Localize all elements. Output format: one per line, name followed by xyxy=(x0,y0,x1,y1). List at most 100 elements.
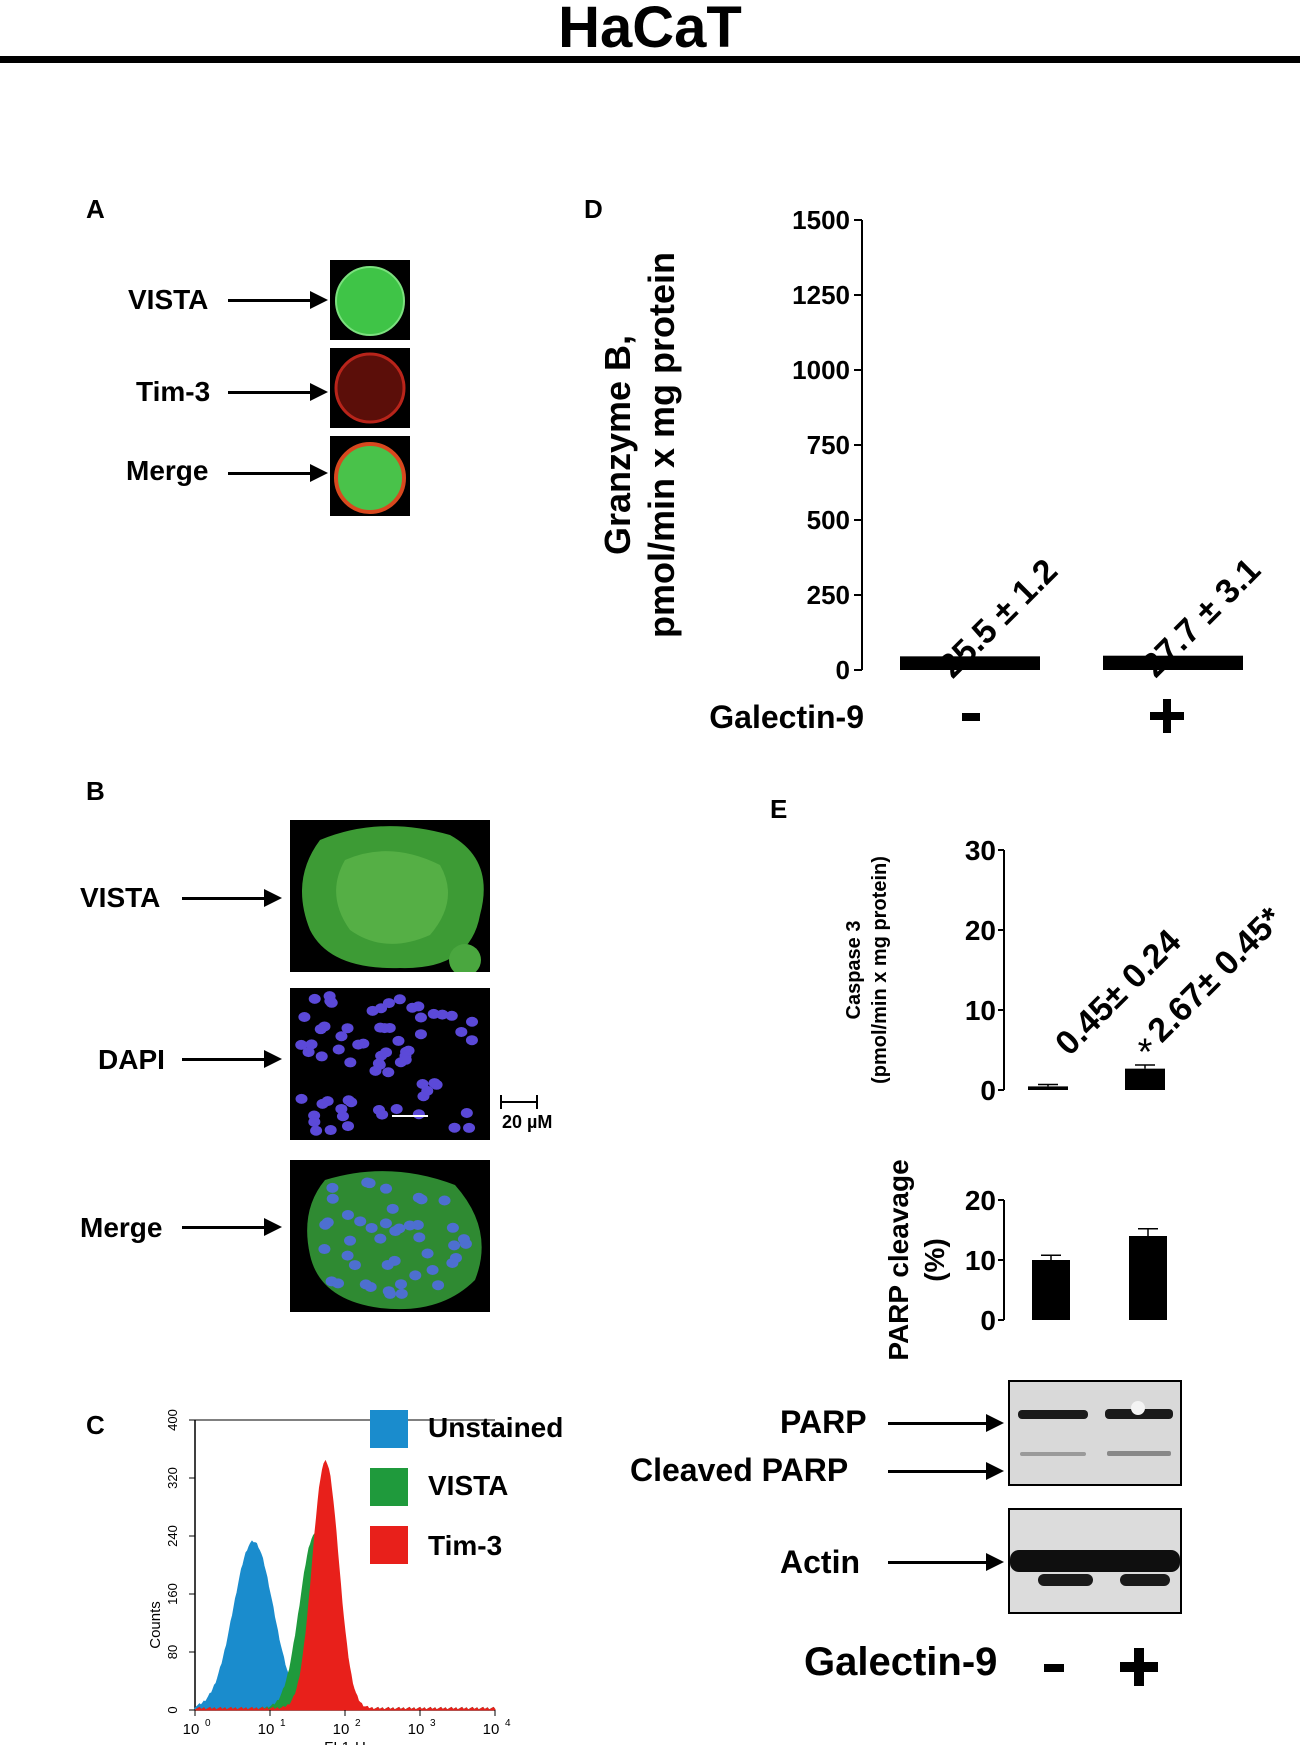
c-y-tick-label: 80 xyxy=(165,1645,180,1659)
merge-nucleus xyxy=(446,1222,459,1233)
dapi-nucleus xyxy=(378,1023,391,1034)
merge-nucleus xyxy=(426,1264,439,1275)
legend-swatch-tim3 xyxy=(370,1526,408,1564)
dapi-nucleus xyxy=(335,1031,348,1042)
panel-b-label-dapi: DAPI xyxy=(98,1044,165,1075)
merge-nucleus xyxy=(380,1183,393,1194)
c-y-tick-label: 0 xyxy=(165,1706,180,1713)
dapi-nucleus xyxy=(382,998,395,1009)
merge-nucleus xyxy=(374,1233,387,1244)
merge-nucleus xyxy=(341,1209,354,1220)
dapi-nucleus xyxy=(305,1039,318,1050)
c-x-tick-label: 10 xyxy=(258,1721,275,1738)
merge-nucleus xyxy=(359,1279,372,1290)
panel-b-arrow-vista xyxy=(182,889,282,907)
dapi-nucleus xyxy=(380,1047,393,1058)
c-x-tick-exponent: 2 xyxy=(355,1718,361,1729)
legend-label-unstained: Unstained xyxy=(428,1412,564,1443)
d-y-tick-label: 1000 xyxy=(792,355,850,385)
dapi-nucleus xyxy=(392,1035,405,1046)
scale-bar-right-tick xyxy=(536,1095,538,1109)
galectin-plus-e-v xyxy=(1134,1648,1144,1686)
e1-y-tick-label: 30 xyxy=(965,835,996,866)
panel-c-letter: C xyxy=(86,1410,105,1440)
dapi-nucleus xyxy=(315,1051,328,1062)
e2-bar-plus xyxy=(1129,1236,1167,1320)
dapi-nucleus xyxy=(414,1012,427,1023)
merge-nucleus xyxy=(438,1195,451,1206)
d-y-tick-label: 250 xyxy=(807,580,850,610)
panel-c-histogram: 0 80 160 240 320 400 10 0 10 1 10 2 10 3 10 4 FL1-H Count… xyxy=(147,1409,511,1745)
dapi-nucleus xyxy=(324,1125,337,1136)
panel-e-parp-chart: 0 10 20 PARP cleavage (%) xyxy=(883,1159,1167,1361)
c-y-tick-label: 400 xyxy=(165,1409,180,1431)
legend-label-tim3: Tim-3 xyxy=(428,1530,503,1561)
merge-nucleus xyxy=(448,1240,461,1251)
d-y-axis-label-line2: pmol/min x mg protein xyxy=(641,252,682,638)
e1-significance-star: * xyxy=(1138,1032,1153,1074)
d-bar-minus xyxy=(900,656,1040,670)
merge-nucleus xyxy=(386,1203,399,1214)
panel-a-tim3-image xyxy=(330,348,410,428)
dapi-nucleus xyxy=(414,1029,427,1040)
blot-label-parp: PARP xyxy=(780,1404,867,1440)
panel-b-dapi-image xyxy=(290,988,490,1140)
dapi-nucleus xyxy=(436,1009,449,1020)
d-category-plus-v xyxy=(1163,699,1171,733)
blot-parp-image xyxy=(1008,1380,1182,1486)
merge-nucleus xyxy=(409,1270,422,1281)
scale-bar-label: 20 µM xyxy=(502,1112,553,1132)
c-y-tick-label: 320 xyxy=(165,1467,180,1489)
d-y-tick-label: 1250 xyxy=(792,280,850,310)
dapi-nucleus xyxy=(366,1005,379,1016)
panel-e-letter: E xyxy=(770,794,788,824)
merge-nucleus xyxy=(354,1216,367,1227)
blot-label-cleaved-parp: Cleaved PARP xyxy=(630,1452,849,1488)
d-y-tick-label: 750 xyxy=(807,430,850,460)
galectin-label-e: Galectin-9 xyxy=(804,1640,998,1684)
merge-nucleus xyxy=(388,1255,401,1266)
c-y-axis-label: Counts xyxy=(147,1601,164,1649)
merge-nucleus xyxy=(341,1250,354,1261)
panel-a-label-vista: VISTA xyxy=(128,284,209,315)
dapi-nucleus xyxy=(421,1085,434,1096)
dapi-nucleus xyxy=(406,1002,419,1013)
dapi-nucleus xyxy=(342,1095,355,1106)
e2-y-axis-label-line2: (%) xyxy=(919,1238,950,1282)
dapi-nucleus xyxy=(342,1121,355,1132)
merge-nucleus xyxy=(432,1280,445,1291)
c-x-tick-label: 10 xyxy=(483,1721,500,1738)
merge-nucleus xyxy=(363,1178,376,1189)
merge-nucleus xyxy=(446,1258,459,1269)
dapi-nucleus xyxy=(448,1122,461,1133)
dapi-nucleus xyxy=(455,1026,468,1037)
e2-bar-minus xyxy=(1032,1260,1070,1320)
galectin-minus-e xyxy=(1044,1664,1064,1672)
merge-nucleus xyxy=(344,1235,357,1246)
panel-b-arrow-dapi xyxy=(182,1050,282,1068)
dapi-nucleus xyxy=(335,1103,348,1114)
title-divider xyxy=(0,56,1300,63)
d-y-tick-label: 500 xyxy=(807,505,850,535)
panel-b-label-merge: Merge xyxy=(80,1212,163,1243)
e1-y-tick-label: 20 xyxy=(965,915,996,946)
dapi-nucleus xyxy=(428,1078,441,1089)
merge-nucleus xyxy=(394,1279,407,1290)
dapi-nucleus xyxy=(382,1067,395,1078)
panel-a-arrow-merge xyxy=(228,464,328,482)
merge-nucleus xyxy=(319,1219,332,1230)
merge-nucleus xyxy=(326,1182,339,1193)
merge-nucleus xyxy=(413,1232,426,1243)
dapi-nucleus xyxy=(372,1058,385,1069)
dapi-nucleus xyxy=(376,1109,389,1120)
merge-nucleus xyxy=(348,1260,361,1271)
panel-a-merge-image xyxy=(330,436,410,516)
panel-b-letter: B xyxy=(86,776,105,806)
scale-bar-left-tick xyxy=(500,1095,502,1109)
dapi-nucleus xyxy=(466,1016,479,1027)
d-y-tick-label: 1500 xyxy=(792,205,850,235)
c-y-tick-label: 160 xyxy=(165,1583,180,1605)
e2-y-tick-label: 20 xyxy=(965,1185,996,1216)
dapi-nucleus xyxy=(465,1035,478,1046)
